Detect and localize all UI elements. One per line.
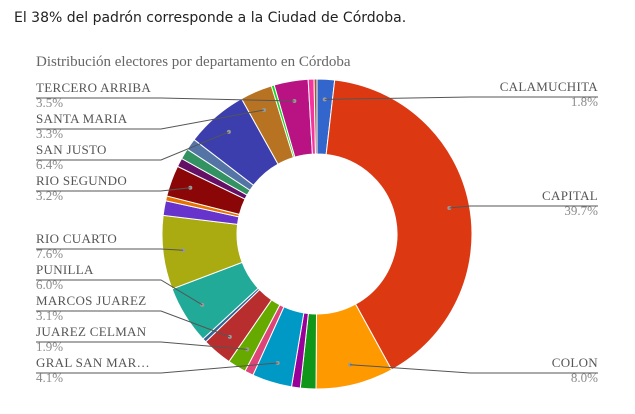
label-value-san-justo: 6.4% bbox=[36, 157, 63, 172]
label-name-marcos-juarez: MARCOS JUAREZ bbox=[36, 293, 146, 308]
label-name-santa-maria: SANTA MARIA bbox=[36, 111, 128, 126]
leader-line-colon bbox=[350, 364, 598, 374]
label-name-colon: COLON bbox=[552, 355, 599, 370]
leader-line-rio-cuarto bbox=[36, 248, 184, 251]
leader-line-capital bbox=[449, 205, 598, 209]
label-value-gral-san-mar: 4.1% bbox=[36, 370, 63, 385]
label-value-rio-cuarto: 7.6% bbox=[36, 246, 63, 261]
label-name-rio-segundo: RIO SEGUNDO bbox=[36, 173, 127, 188]
leader-line-gral-san-mar bbox=[36, 362, 278, 374]
leader-line-rio-segundo bbox=[36, 187, 191, 192]
label-value-santa-maria: 3.3% bbox=[36, 126, 63, 141]
leader-line-marcos-juarez bbox=[36, 310, 231, 338]
leader-line-calamuchita bbox=[324, 96, 598, 100]
label-value-marcos-juarez: 3.1% bbox=[36, 308, 63, 323]
label-name-juarez-celman: JUAREZ CELMAN bbox=[36, 324, 147, 339]
slices-group bbox=[161, 78, 473, 390]
label-value-colon: 8.0% bbox=[571, 370, 598, 385]
label-value-calamuchita: 1.8% bbox=[571, 94, 598, 109]
label-value-rio-segundo: 3.2% bbox=[36, 188, 63, 203]
chart-headline: El 38% del padrón corresponde a la Ciuda… bbox=[14, 10, 407, 26]
leader-line-san-justo bbox=[36, 131, 230, 161]
leader-line-juarez-celman bbox=[36, 341, 248, 350]
label-name-calamuchita: CALAMUCHITA bbox=[500, 79, 599, 94]
label-name-gral-san-mar: GRAL SAN MAR… bbox=[36, 355, 150, 370]
leader-line-santa-maria bbox=[36, 109, 265, 130]
slice-unlabeled-23[interactable] bbox=[313, 78, 318, 155]
slice-capital[interactable] bbox=[325, 79, 473, 371]
leader-line-tercero-arriba bbox=[36, 97, 295, 102]
label-value-punilla: 6.0% bbox=[36, 277, 63, 292]
label-name-san-justo: SAN JUSTO bbox=[36, 142, 107, 157]
label-name-rio-cuarto: RIO CUARTO bbox=[36, 231, 117, 246]
label-value-capital: 39.7% bbox=[564, 203, 598, 218]
chart-title: Distribución electores por departamento … bbox=[36, 54, 351, 70]
label-value-juarez-celman: 1.9% bbox=[36, 339, 63, 354]
label-name-tercero-arriba: TERCERO ARRIBA bbox=[36, 80, 151, 95]
label-name-punilla: PUNILLA bbox=[36, 262, 94, 277]
leader-line-punilla bbox=[36, 279, 203, 306]
label-value-tercero-arriba: 3.5% bbox=[36, 95, 63, 110]
label-name-capital: CAPITAL bbox=[542, 188, 598, 203]
